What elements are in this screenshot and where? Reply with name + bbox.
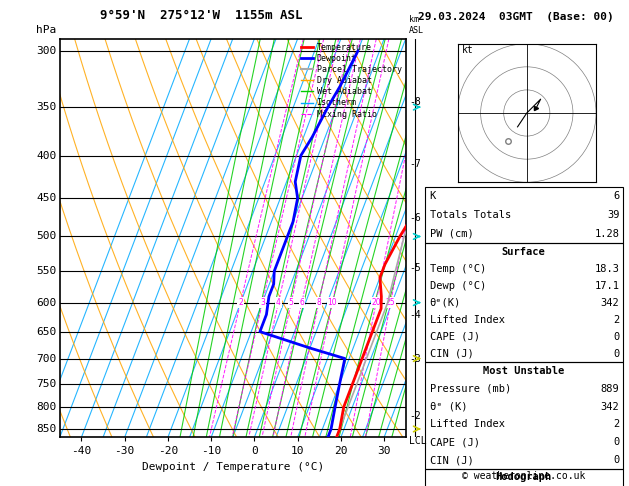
Text: 6: 6 bbox=[299, 298, 304, 307]
Text: 600: 600 bbox=[36, 297, 57, 308]
Text: 0: 0 bbox=[613, 455, 620, 465]
Text: kt: kt bbox=[462, 45, 474, 55]
Text: Dewp (°C): Dewp (°C) bbox=[430, 280, 486, 291]
Text: 550: 550 bbox=[36, 266, 57, 276]
Text: -2: -2 bbox=[409, 411, 421, 421]
Text: K: K bbox=[430, 191, 436, 201]
Text: CIN (J): CIN (J) bbox=[430, 348, 474, 359]
Text: 5: 5 bbox=[289, 298, 294, 307]
Text: Totals Totals: Totals Totals bbox=[430, 210, 511, 220]
Text: 750: 750 bbox=[36, 379, 57, 389]
Text: 800: 800 bbox=[36, 402, 57, 412]
Text: CAPE (J): CAPE (J) bbox=[430, 437, 479, 447]
Text: 9°59'N  275°12'W  1155m ASL: 9°59'N 275°12'W 1155m ASL bbox=[100, 9, 303, 22]
Text: 342: 342 bbox=[601, 401, 620, 412]
Text: 2: 2 bbox=[613, 419, 620, 430]
Text: 650: 650 bbox=[36, 327, 57, 337]
Text: Lifted Index: Lifted Index bbox=[430, 419, 504, 430]
Text: 0: 0 bbox=[613, 437, 620, 447]
Text: -8: -8 bbox=[409, 97, 421, 107]
Text: 4: 4 bbox=[276, 298, 281, 307]
Text: 700: 700 bbox=[36, 353, 57, 364]
Text: 1.28: 1.28 bbox=[594, 229, 620, 239]
Text: CAPE (J): CAPE (J) bbox=[430, 331, 479, 342]
Text: 2: 2 bbox=[238, 298, 243, 307]
Text: 17.1: 17.1 bbox=[594, 280, 620, 291]
Text: 889: 889 bbox=[601, 384, 620, 394]
Text: 850: 850 bbox=[36, 424, 57, 434]
Text: Hodograph: Hodograph bbox=[496, 472, 552, 482]
Text: © weatheronline.co.uk: © weatheronline.co.uk bbox=[462, 471, 586, 481]
Text: θᵉ(K): θᵉ(K) bbox=[430, 297, 461, 308]
X-axis label: Dewpoint / Temperature (°C): Dewpoint / Temperature (°C) bbox=[142, 462, 324, 472]
Text: -4: -4 bbox=[409, 310, 421, 319]
Text: Pressure (mb): Pressure (mb) bbox=[430, 384, 511, 394]
Text: -6: -6 bbox=[409, 213, 421, 223]
Legend: Temperature, Dewpoint, Parcel Trajectory, Dry Adiabat, Wet Adiabat, Isotherm, Mi: Temperature, Dewpoint, Parcel Trajectory… bbox=[301, 43, 401, 119]
Text: 8: 8 bbox=[316, 298, 321, 307]
Text: θᵉ (K): θᵉ (K) bbox=[430, 401, 467, 412]
Text: 2: 2 bbox=[613, 314, 620, 325]
Text: 20: 20 bbox=[371, 298, 381, 307]
Text: km
ASL: km ASL bbox=[409, 16, 424, 35]
Text: -3: -3 bbox=[409, 353, 421, 364]
Text: 10: 10 bbox=[328, 298, 337, 307]
Text: -5: -5 bbox=[409, 263, 421, 273]
Text: Surface: Surface bbox=[502, 246, 545, 257]
Text: 25: 25 bbox=[386, 298, 396, 307]
Text: 450: 450 bbox=[36, 193, 57, 203]
Text: 39: 39 bbox=[607, 210, 620, 220]
Text: -7: -7 bbox=[409, 159, 421, 170]
Text: hPa: hPa bbox=[36, 25, 57, 35]
Text: 6: 6 bbox=[613, 191, 620, 201]
Text: 3: 3 bbox=[260, 298, 265, 307]
Text: 500: 500 bbox=[36, 231, 57, 242]
Text: 350: 350 bbox=[36, 102, 57, 112]
Text: Lifted Index: Lifted Index bbox=[430, 314, 504, 325]
Text: PW (cm): PW (cm) bbox=[430, 229, 474, 239]
Text: Most Unstable: Most Unstable bbox=[483, 366, 564, 376]
Text: 342: 342 bbox=[601, 297, 620, 308]
Text: 400: 400 bbox=[36, 151, 57, 160]
Text: Temp (°C): Temp (°C) bbox=[430, 263, 486, 274]
Text: 300: 300 bbox=[36, 46, 57, 56]
Text: 29.03.2024  03GMT  (Base: 00): 29.03.2024 03GMT (Base: 00) bbox=[418, 12, 614, 22]
Text: CIN (J): CIN (J) bbox=[430, 455, 474, 465]
Text: 18.3: 18.3 bbox=[594, 263, 620, 274]
Text: 0: 0 bbox=[613, 331, 620, 342]
Text: 0: 0 bbox=[613, 348, 620, 359]
Text: LCL: LCL bbox=[409, 436, 427, 446]
